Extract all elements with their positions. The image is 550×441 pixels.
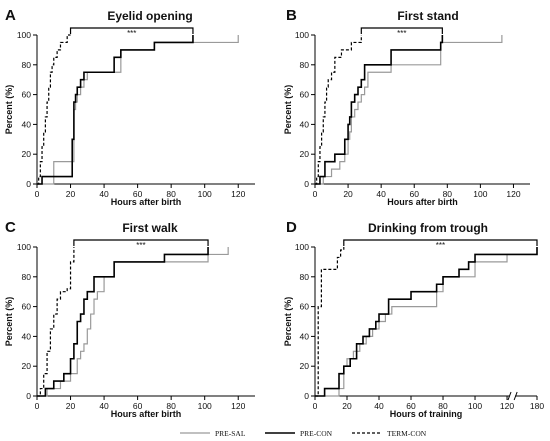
x-tick-label: 80 <box>443 189 453 199</box>
x-tick-label: 100 <box>198 189 212 199</box>
x-tick-label: 180 <box>530 401 544 411</box>
panel-d: 0 20 40 60 80 100 0 20 40 60 80 100 120 180 Hours of t… <box>283 219 544 419</box>
axis-break-mark <box>513 391 518 401</box>
y-tick-label: 60 <box>22 302 32 312</box>
series-line-pre-sal <box>315 247 538 397</box>
panel-title: Eyelid opening <box>107 9 192 23</box>
y-tick-label: 80 <box>22 272 32 282</box>
y-tick-label: 0 <box>304 179 309 189</box>
panel-a: 0 20 40 60 80 100 0 20 40 60 80 100 120 Hours after b… <box>4 7 255 207</box>
panel-letter: C <box>5 219 16 236</box>
y-tick-label: 80 <box>22 60 32 70</box>
y-tick-label: 20 <box>22 361 32 371</box>
x-tick-label: 40 <box>99 189 109 199</box>
x-tick-label: 20 <box>343 189 353 199</box>
y-tick-label: 40 <box>22 119 32 129</box>
x-tick-label: 80 <box>166 189 176 199</box>
legend: PRE-SAL PRE-CON TERM-CON <box>180 429 427 438</box>
y-axis-label: Percent (%) <box>4 85 14 135</box>
y-axis-label: Percent (%) <box>4 297 14 347</box>
x-tick-label: 20 <box>66 401 76 411</box>
y-tick-label: 40 <box>300 331 310 341</box>
x-tick-label: 120 <box>500 401 514 411</box>
y-axis-label: Percent (%) <box>283 297 293 347</box>
y-tick-label: 40 <box>22 331 32 341</box>
x-tick-label: 20 <box>66 189 76 199</box>
x-tick-label: 60 <box>133 401 143 411</box>
series-line-term-con <box>315 35 362 185</box>
x-tick-label: 100 <box>473 189 487 199</box>
series-line-pre-con <box>37 247 209 397</box>
x-tick-label: 100 <box>468 401 482 411</box>
panel-b: 0 20 40 60 80 100 0 20 40 60 80 100 120 Hours after b… <box>283 7 530 207</box>
x-tick-label: 40 <box>99 401 109 411</box>
significance-label: *** <box>397 29 406 38</box>
panel-c: 0 20 40 60 80 100 0 20 40 60 80 100 120 Hours after b… <box>4 219 255 419</box>
x-tick-label: 0 <box>313 401 318 411</box>
panel-title: First walk <box>122 221 178 235</box>
x-tick-label: 60 <box>409 189 419 199</box>
x-tick-label: 100 <box>198 401 212 411</box>
x-axis-label: Hours of training <box>390 409 463 419</box>
y-tick-label: 60 <box>22 90 32 100</box>
y-axis-label: Percent (%) <box>283 85 293 135</box>
y-tick-label: 20 <box>300 149 310 159</box>
significance-label: *** <box>436 241 445 250</box>
x-tick-label: 20 <box>342 401 352 411</box>
series-line-pre-sal <box>37 35 239 185</box>
panel-letter: B <box>286 7 297 24</box>
series-line-pre-con <box>315 247 538 397</box>
panel-letter: D <box>286 219 297 236</box>
x-tick-label: 0 <box>313 189 318 199</box>
x-tick-label: 0 <box>35 189 40 199</box>
significance-bracket <box>73 239 209 246</box>
y-tick-label: 80 <box>300 272 310 282</box>
legend-label: PRE-SAL <box>215 429 246 438</box>
panel-title: First stand <box>397 9 458 23</box>
x-tick-label: 0 <box>35 401 40 411</box>
series-line-term-con <box>315 247 345 397</box>
y-tick-label: 80 <box>300 60 310 70</box>
x-tick-label: 120 <box>506 189 520 199</box>
x-axis-label: Hours after birth <box>387 197 458 207</box>
x-tick-label: 60 <box>406 401 416 411</box>
y-tick-label: 40 <box>300 119 310 129</box>
series-line-term-con <box>37 34 71 185</box>
x-tick-label: 80 <box>166 401 176 411</box>
y-tick-label: 100 <box>295 30 309 40</box>
x-tick-label: 120 <box>231 189 245 199</box>
y-tick-label: 20 <box>22 149 32 159</box>
y-tick-label: 60 <box>300 302 310 312</box>
series-line-pre-sal <box>315 35 503 185</box>
panel-letter: A <box>5 7 16 24</box>
panel-title: Drinking from trough <box>368 221 488 235</box>
y-tick-label: 100 <box>17 30 31 40</box>
x-axis-label: Hours after birth <box>111 409 182 419</box>
x-tick-label: 40 <box>374 401 384 411</box>
axis-break-mark <box>507 391 512 401</box>
significance-bracket <box>69 27 194 34</box>
y-tick-label: 100 <box>295 242 309 252</box>
x-tick-label: 40 <box>376 189 386 199</box>
x-tick-label: 120 <box>231 401 245 411</box>
significance-bracket <box>360 27 443 34</box>
y-tick-label: 0 <box>26 179 31 189</box>
x-tick-label: 80 <box>438 401 448 411</box>
y-tick-label: 60 <box>300 90 310 100</box>
y-tick-label: 100 <box>17 242 31 252</box>
x-tick-label: 60 <box>133 189 143 199</box>
legend-label: TERM-CON <box>387 429 427 438</box>
x-axis-label: Hours after birth <box>111 197 182 207</box>
series-line-term-con <box>37 247 75 397</box>
legend-label: PRE-CON <box>300 429 333 438</box>
series-line-pre-con <box>315 35 444 185</box>
significance-bracket <box>343 239 538 246</box>
significance-label: *** <box>127 29 136 38</box>
y-tick-label: 0 <box>26 391 31 401</box>
y-tick-label: 20 <box>300 361 310 371</box>
y-tick-label: 0 <box>304 391 309 401</box>
significance-label: *** <box>136 241 145 250</box>
series-line-pre-con <box>37 35 194 185</box>
